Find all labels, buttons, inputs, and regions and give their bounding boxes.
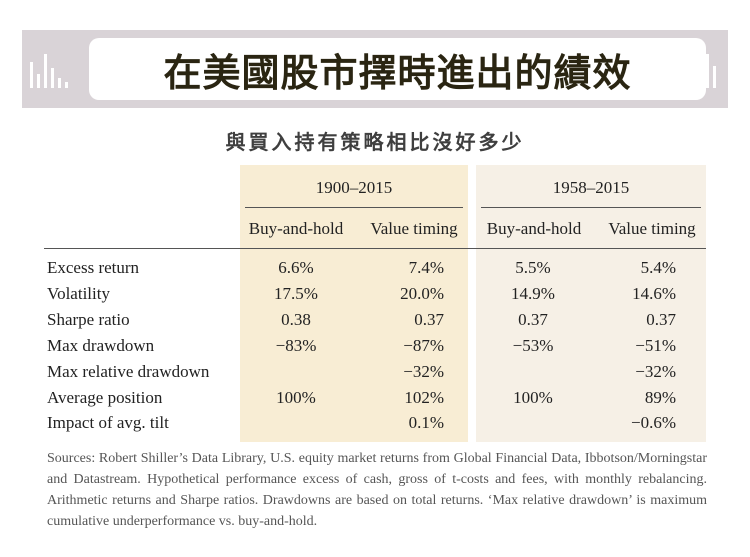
table-cell: 5.4% (640, 258, 676, 277)
table-cell: −51% (635, 336, 676, 355)
column-header: Buy-and-hold (248, 219, 344, 238)
table-cell: 6.6% (278, 258, 314, 277)
page-title: 在美國股市擇時進出的績效 (163, 50, 632, 95)
row-label: Impact of avg. tilt (47, 413, 169, 432)
table-cell: 0.37 (414, 310, 444, 329)
row-label: Volatility (47, 284, 110, 303)
table-cell: 14.6% (632, 284, 676, 303)
row-label: Sharpe ratio (47, 310, 130, 329)
table-cell: 100% (276, 388, 316, 407)
table-cell: 5.5% (515, 258, 551, 277)
title-banner: 在美國股市擇時進出的績效 (22, 30, 728, 108)
table-cell: −0.6% (631, 413, 676, 432)
subtitle: 與買入持有策略相比沒好多少 (225, 130, 525, 154)
row-label: Max relative drawdown (47, 362, 210, 381)
title-box: 在美國股市擇時進出的績效 (89, 38, 706, 100)
period-rule (481, 207, 701, 208)
column-header: Value timing (608, 219, 696, 238)
table-cell: 100% (513, 388, 553, 407)
table-cell: −87% (403, 336, 444, 355)
table-cell: 17.5% (274, 284, 318, 303)
row-label: Excess return (47, 258, 140, 277)
table-cell: 102% (404, 388, 444, 407)
table-cell: 0.38 (281, 310, 311, 329)
bar-chart-decoration-icon (28, 48, 74, 88)
row-label: Average position (47, 388, 163, 407)
table-cell: −32% (403, 362, 444, 381)
table-cell: 89% (644, 388, 676, 407)
period-rule (245, 207, 463, 208)
source-notes: Sources: Robert Shiller’s Data Library, … (47, 451, 707, 529)
table-cell: 7.4% (408, 258, 444, 277)
period-1958-panel (476, 165, 706, 442)
table-cell: −53% (512, 336, 554, 355)
column-header: Value timing (370, 219, 458, 238)
table-cell: 0.37 (518, 310, 548, 329)
period-header-1958: 1958–2015 (552, 178, 630, 197)
header-rule (44, 248, 706, 249)
column-header: Buy-and-hold (486, 219, 582, 238)
table-cell: −32% (635, 362, 676, 381)
bar-chart-decoration-icon (676, 48, 722, 88)
table-cell: 14.9% (511, 284, 555, 303)
period-1900-panel (240, 165, 468, 442)
table-cell: −83% (275, 336, 317, 355)
table-cell: 0.37 (646, 310, 676, 329)
table-cell: 0.1% (408, 413, 444, 432)
table-cell: 20.0% (400, 284, 444, 303)
period-header-1900: 1900–2015 (315, 178, 393, 197)
row-label: Max drawdown (47, 336, 155, 355)
